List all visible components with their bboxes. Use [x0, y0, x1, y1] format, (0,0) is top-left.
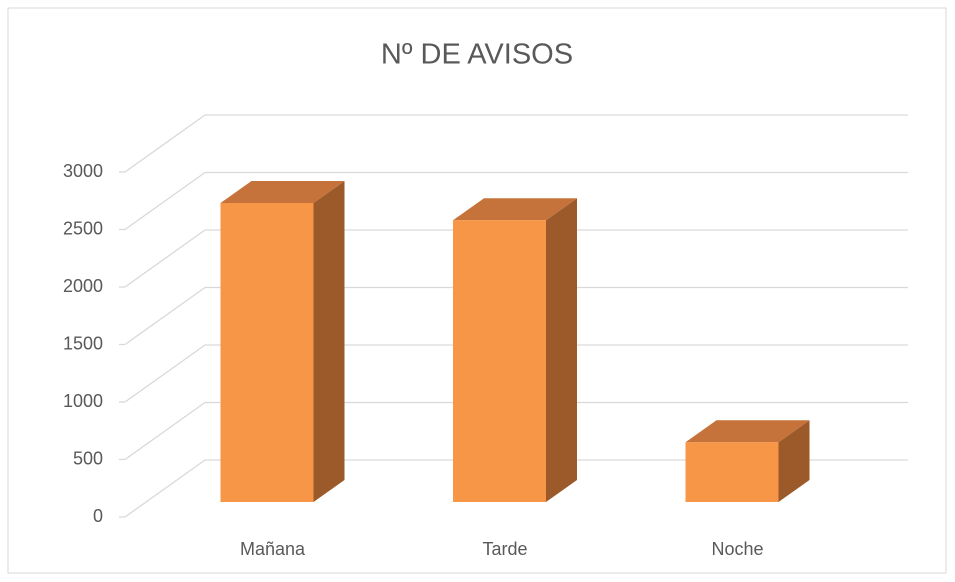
chart-title: Nº DE AVISOS — [381, 39, 573, 71]
bar — [685, 442, 779, 502]
y-tick-label: 500 — [73, 448, 103, 468]
grid-line — [124, 114, 206, 173]
y-tick-label: 3000 — [63, 161, 103, 181]
bar — [220, 203, 314, 502]
y-tick-label: 0 — [93, 506, 103, 526]
grid-line — [124, 286, 206, 346]
bar-top — [453, 198, 577, 221]
x-tick-label: Tarde — [482, 539, 527, 559]
grid-line — [124, 229, 206, 288]
grid-line — [124, 344, 206, 403]
bar — [453, 220, 546, 502]
x-tick-label: Noche — [711, 539, 763, 559]
x-tick-label: Mañana — [240, 539, 306, 559]
bar-side — [313, 181, 345, 502]
y-tick-label: 1500 — [63, 333, 103, 353]
bar-side — [778, 420, 810, 502]
grid-line — [124, 171, 206, 231]
bar-side — [546, 198, 577, 502]
y-tick-label: 2000 — [63, 276, 103, 296]
grid-line — [124, 459, 206, 518]
y-tick-label: 1000 — [63, 391, 103, 411]
bar-top — [685, 420, 810, 443]
grid-line — [124, 401, 206, 461]
bar-top — [220, 181, 345, 203]
y-tick-label: 2500 — [63, 218, 103, 238]
